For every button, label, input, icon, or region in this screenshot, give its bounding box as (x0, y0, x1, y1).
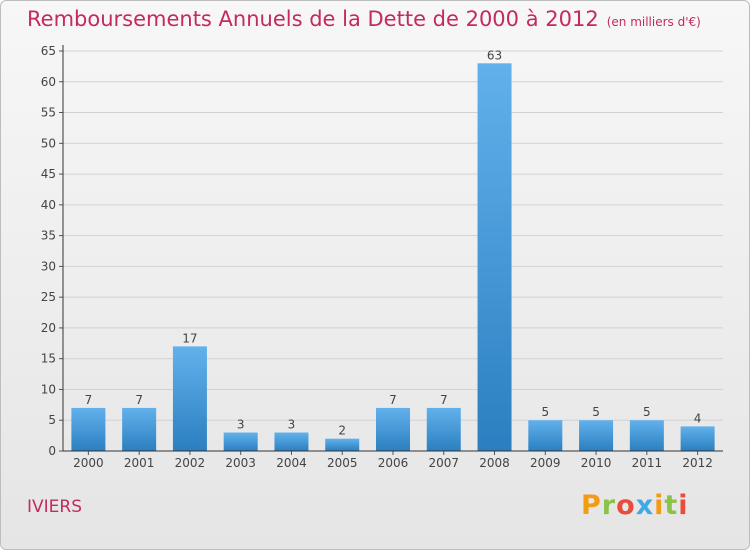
bar (426, 407, 461, 451)
y-tick-label: 40 (41, 198, 56, 212)
bar (71, 407, 106, 451)
bar (274, 432, 309, 451)
bar-value-label: 7 (440, 393, 448, 407)
x-tick-label: 2003 (225, 456, 256, 470)
bar-value-label: 7 (85, 393, 93, 407)
y-tick-label: 45 (41, 167, 56, 181)
logo-letter: o (616, 490, 636, 521)
y-tick-label: 50 (41, 136, 56, 150)
x-tick-label: 2000 (73, 456, 104, 470)
x-tick-label: 2008 (479, 456, 510, 470)
x-tick-label: 2012 (682, 456, 713, 470)
bar (579, 420, 614, 451)
y-tick-label: 30 (41, 259, 56, 273)
x-tick-label: 2005 (327, 456, 358, 470)
y-tick-label: 60 (41, 75, 56, 89)
bar (629, 420, 664, 451)
x-tick-label: 2010 (581, 456, 612, 470)
x-tick-label: 2011 (632, 456, 663, 470)
bar-value-label: 4 (694, 411, 702, 425)
bar (172, 346, 207, 451)
bar (223, 432, 258, 451)
bar (376, 407, 410, 451)
y-tick-label: 15 (41, 352, 56, 366)
logo-letter: i (678, 490, 689, 521)
bar-value-label: 3 (237, 418, 245, 432)
bar-value-label: 2 (338, 424, 346, 438)
x-tick-label: 2007 (428, 456, 459, 470)
bar (528, 420, 563, 451)
y-tick-label: 5 (48, 413, 56, 427)
x-tick-label: 2004 (276, 456, 307, 470)
bar-value-label: 7 (135, 393, 143, 407)
y-tick-label: 0 (48, 444, 56, 458)
bar-value-label: 3 (288, 418, 296, 432)
logo-letter: t (664, 490, 679, 521)
logo-letter: i (654, 490, 665, 521)
bar-value-label: 7 (389, 393, 397, 407)
logo-letter: x (635, 490, 655, 521)
y-tick-label: 35 (41, 229, 56, 243)
chart-title: Remboursements Annuels de la Dette de 20… (27, 7, 701, 31)
bar (680, 426, 715, 451)
bar (122, 407, 157, 451)
x-tick-label: 2002 (175, 456, 206, 470)
y-tick-label: 10 (41, 382, 56, 396)
title-text: Remboursements Annuels de la Dette de 20… (27, 7, 599, 31)
x-tick-label: 2009 (530, 456, 561, 470)
bar-value-label: 17 (182, 331, 197, 345)
y-tick-label: 20 (41, 321, 56, 335)
y-tick-label: 65 (41, 44, 56, 58)
proxiti-logo[interactable]: Proxiti (581, 490, 689, 521)
title-unit: (en milliers d'€) (606, 15, 701, 29)
bar (477, 63, 512, 452)
x-tick-label: 2006 (378, 456, 409, 470)
bar-value-label: 63 (487, 48, 502, 62)
gridlines (63, 50, 723, 421)
city-name: IVIERS (27, 497, 83, 517)
logo-letter: r (601, 490, 617, 521)
bar (325, 438, 360, 451)
bar-value-label: 5 (643, 405, 651, 419)
bar-value-label: 5 (541, 405, 549, 419)
y-tick-label: 55 (41, 106, 56, 120)
y-tick-label: 25 (41, 290, 56, 304)
x-tick-label: 2001 (124, 456, 155, 470)
bar-value-label: 5 (592, 405, 600, 419)
logo-letter: P (581, 490, 602, 521)
bars: 7 7 17 3 3 2 7 7 63 5 5 5 4 (71, 48, 715, 452)
